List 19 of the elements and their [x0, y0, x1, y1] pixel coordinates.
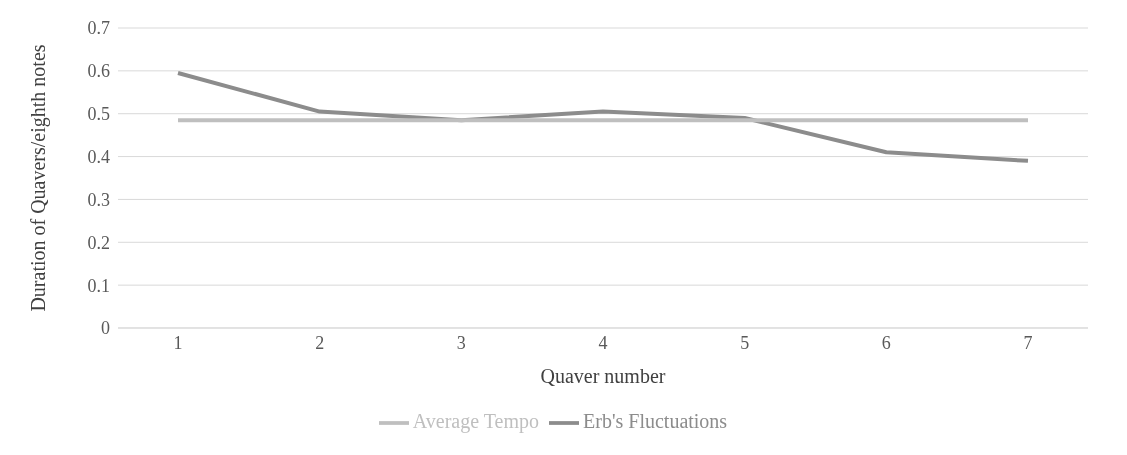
y-tick-label: 0 — [101, 318, 110, 339]
x-tick-label: 6 — [881, 332, 891, 353]
y-tick-label: 0.1 — [87, 275, 110, 296]
y-tick-label: 0.2 — [87, 232, 110, 253]
y-tick-label: 0.5 — [87, 104, 110, 125]
y-tick-label: 0.6 — [87, 61, 110, 82]
x-tick-label: 1 — [173, 332, 183, 353]
y-axis-title: Duration of Quavers/eighth notes — [27, 44, 51, 312]
y-tick-label: 0.7 — [87, 18, 110, 39]
x-tick-label: 4 — [598, 332, 608, 353]
x-tick-label: 7 — [1023, 332, 1033, 353]
x-tick-label: 2 — [315, 332, 325, 353]
y-tick-label: 0.4 — [87, 146, 110, 167]
legend-label: Average Tempo — [412, 409, 539, 432]
x-axis-title: Quaver number — [540, 365, 666, 387]
x-tick-label: 3 — [456, 332, 466, 353]
y-tick-label: 0.3 — [87, 189, 110, 210]
legend-label: Erb's Fluctuations — [583, 409, 728, 432]
x-tick-label: 5 — [740, 332, 750, 353]
